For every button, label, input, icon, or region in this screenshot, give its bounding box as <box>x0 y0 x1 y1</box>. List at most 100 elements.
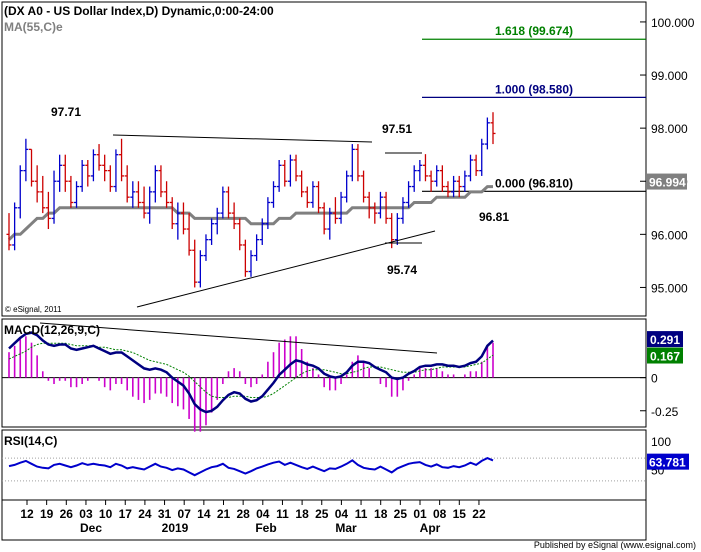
price-tick-label: 96.000 <box>651 228 688 242</box>
candle <box>310 181 316 208</box>
candle <box>96 144 102 171</box>
signal-value-label: 0.167 <box>650 350 680 364</box>
price-annotation: 97.51 <box>382 122 412 136</box>
day-label: 28 <box>236 507 250 521</box>
price-panel <box>1 1 647 317</box>
candle <box>203 234 209 261</box>
candle <box>242 239 248 277</box>
price-annotation: 95.74 <box>387 263 417 277</box>
rsi-line <box>8 457 494 477</box>
candle <box>74 181 80 208</box>
day-label: 01 <box>413 507 427 521</box>
day-label: 04 <box>256 507 270 521</box>
fib-level-label: 1.000 (98.580) <box>495 82 573 96</box>
candle <box>349 144 355 182</box>
annotations: 97.71 97.51 96.81 95.74 <box>51 105 509 277</box>
day-label: 12 <box>20 507 34 521</box>
macd-line <box>8 331 494 414</box>
price-tick-label: 99.000 <box>651 69 688 83</box>
candle <box>259 218 265 245</box>
day-label: 15 <box>453 507 467 521</box>
candle <box>428 170 434 192</box>
ma-line <box>7 185 493 241</box>
candle <box>422 154 428 182</box>
price-axis: 100.00099.00098.00097.00096.00095.00096.… <box>647 16 695 295</box>
candle <box>23 138 29 182</box>
resistance-trendline <box>112 134 373 143</box>
day-label: 22 <box>472 507 486 521</box>
day-label: 26 <box>60 507 74 521</box>
candle <box>254 234 260 261</box>
price-annotation: 97.71 <box>51 105 81 119</box>
candle <box>231 202 237 230</box>
candle <box>321 202 327 235</box>
candle <box>107 165 113 192</box>
candle <box>383 191 389 224</box>
macd-value-label: 0.291 <box>650 333 680 347</box>
candle <box>6 213 12 251</box>
fib-level-label: 0.000 (96.810) <box>495 176 573 190</box>
candle <box>377 191 383 219</box>
candle <box>79 160 85 192</box>
candle <box>225 186 231 219</box>
candle <box>180 202 186 235</box>
day-label: 11 <box>355 507 368 521</box>
day-label: 14 <box>197 507 211 521</box>
candle <box>45 191 51 230</box>
fib-level-label: 1.618 (99.674) <box>495 24 573 38</box>
candle <box>332 197 338 224</box>
macd-tick-label: 0 <box>651 372 658 386</box>
candle <box>394 213 400 245</box>
day-label: 21 <box>217 507 231 521</box>
day-label: 11 <box>276 507 289 521</box>
month-label: Dec <box>80 521 102 535</box>
day-label: 17 <box>119 507 133 521</box>
rsi-panel <box>1 429 647 501</box>
month-label: Mar <box>335 521 357 535</box>
candle <box>361 170 367 203</box>
candle <box>456 175 462 198</box>
day-label: 25 <box>315 507 329 521</box>
rsi-tick-label: 100 <box>651 435 671 449</box>
candle <box>316 181 322 214</box>
candle <box>406 181 412 208</box>
day-label: 25 <box>394 507 408 521</box>
candle <box>29 148 35 187</box>
candle <box>12 202 18 251</box>
candle <box>479 138 485 176</box>
day-label: 31 <box>158 507 172 521</box>
candle <box>355 144 361 182</box>
candle <box>135 181 141 208</box>
price-tick-label: 98.000 <box>651 122 688 136</box>
candle <box>434 165 440 187</box>
day-label: 08 <box>433 507 447 521</box>
candle <box>282 160 288 187</box>
candles <box>6 112 496 288</box>
candle <box>209 218 215 245</box>
day-label: 19 <box>40 507 54 521</box>
price-tick-label: 95.000 <box>651 281 688 295</box>
last-price-box <box>647 173 687 190</box>
rsi-title: RSI(14,C) <box>4 434 57 448</box>
ma-line-layer <box>7 185 493 241</box>
candle <box>51 170 57 224</box>
candle <box>113 149 119 192</box>
rsi-value-box <box>647 453 689 470</box>
candle <box>102 154 108 182</box>
candle <box>271 181 277 208</box>
macd-tick-label: -0.25 <box>651 405 679 419</box>
candle <box>439 165 445 192</box>
day-label: 18 <box>374 507 388 521</box>
candle <box>484 117 490 150</box>
month-label: Apr <box>420 521 441 535</box>
candle <box>124 165 130 203</box>
candle <box>462 170 468 192</box>
day-label: 10 <box>99 507 113 521</box>
candle <box>299 170 305 198</box>
time-axis: 12 19 26 03 10 17 24 31 07 14 21 28 04 11 18 25 04 11 18 25… <box>20 500 486 535</box>
candle <box>192 239 198 288</box>
day-label: 07 <box>178 507 192 521</box>
chart-title: (DX A0 - US Dollar Index,D) Dynamic,0:00… <box>4 4 274 18</box>
candle <box>490 112 496 145</box>
